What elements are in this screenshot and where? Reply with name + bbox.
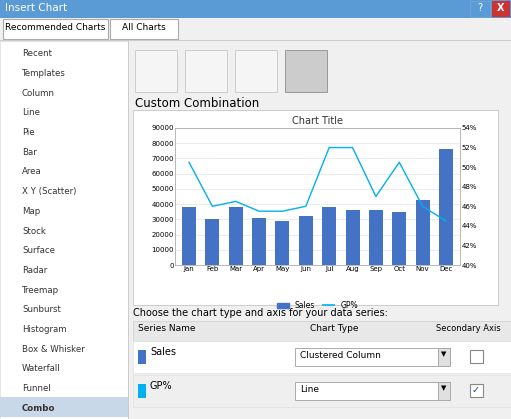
Bar (130, 41, 511, 419)
Text: Chart Type: Chart Type (310, 324, 359, 333)
Bar (470, 1, 490, 17)
Text: All Charts: All Charts (122, 23, 166, 32)
Text: Column: Column (22, 89, 55, 98)
Text: Custom Combination: Custom Combination (135, 97, 259, 110)
Text: Recent: Recent (22, 49, 52, 58)
Bar (133, 375, 511, 407)
Text: Line: Line (22, 109, 40, 117)
Bar (285, 50, 327, 92)
Bar (3, 19, 108, 39)
Text: Recommended Charts: Recommended Charts (5, 23, 105, 32)
Bar (369, 210, 383, 265)
Text: X Y (Scatter): X Y (Scatter) (22, 187, 76, 196)
Bar (415, 199, 430, 265)
Bar (185, 50, 227, 92)
Text: ?: ? (477, 3, 482, 13)
Text: Combo: Combo (22, 403, 56, 413)
Bar (0, 0, 511, 18)
Bar (110, 19, 178, 39)
Bar (345, 210, 360, 265)
Text: Histogram: Histogram (22, 325, 66, 334)
Text: Secondary Axis: Secondary Axis (435, 324, 500, 333)
Bar (205, 219, 219, 265)
Text: Funnel: Funnel (22, 384, 51, 393)
Legend: Sales, GP%: Sales, GP% (274, 298, 361, 313)
Bar (492, 1, 510, 17)
Bar (252, 218, 266, 265)
Bar (135, 50, 177, 92)
Text: Surface: Surface (22, 246, 55, 255)
Text: Series Name: Series Name (138, 324, 196, 333)
Text: Map: Map (22, 207, 40, 216)
Bar (182, 207, 196, 265)
Text: Radar: Radar (22, 266, 47, 275)
Text: ▼: ▼ (442, 385, 447, 391)
Bar (299, 216, 313, 265)
Bar (275, 221, 289, 265)
Text: ▼: ▼ (442, 351, 447, 357)
Text: Sales: Sales (150, 347, 176, 357)
Bar (0, 18, 511, 40)
Text: GP%: GP% (150, 381, 173, 391)
Bar (438, 382, 450, 400)
Bar (438, 348, 450, 366)
Bar (138, 384, 146, 398)
Bar (295, 382, 450, 400)
Bar (133, 321, 511, 341)
Bar (0, 397, 128, 417)
Text: Clustered Column: Clustered Column (300, 351, 381, 360)
Text: Box & Whisker: Box & Whisker (22, 344, 85, 354)
Text: Bar: Bar (22, 148, 37, 157)
Bar (0, 41, 128, 419)
Bar (322, 207, 336, 265)
Bar (470, 350, 483, 363)
Bar (128, 41, 129, 419)
Bar (0, 40, 511, 41)
Text: Sunburst: Sunburst (22, 305, 61, 314)
Text: Pie: Pie (22, 128, 35, 137)
Bar (295, 348, 450, 366)
Text: ✓: ✓ (472, 385, 480, 395)
Text: Treemap: Treemap (22, 286, 59, 295)
Bar (439, 149, 453, 265)
Bar (229, 207, 243, 265)
Bar (133, 341, 511, 373)
Text: Line: Line (300, 385, 319, 394)
Text: Templates: Templates (22, 69, 66, 78)
Bar (133, 110, 498, 305)
Text: Area: Area (22, 168, 42, 176)
Text: Stock: Stock (22, 227, 46, 235)
Text: Insert Chart: Insert Chart (5, 3, 67, 13)
Text: Choose the chart type and axis for your data series:: Choose the chart type and axis for your … (133, 308, 388, 318)
Text: X: X (497, 3, 505, 13)
Text: Waterfall: Waterfall (22, 364, 61, 373)
Title: Chart Title: Chart Title (292, 116, 343, 126)
Bar (138, 350, 146, 364)
Bar (470, 384, 483, 397)
Bar (392, 212, 406, 265)
Bar (235, 50, 277, 92)
